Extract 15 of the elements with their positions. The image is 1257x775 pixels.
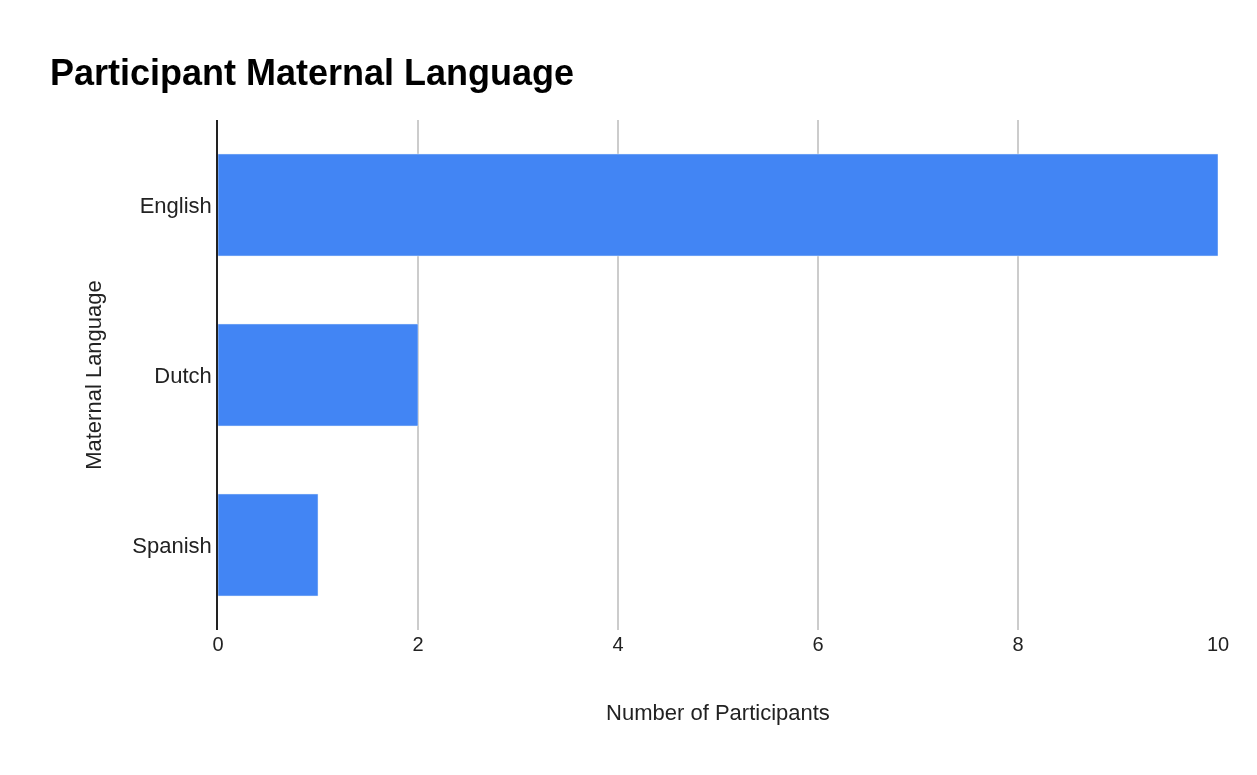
chart-title: Participant Maternal Language <box>50 51 575 93</box>
y-tick-label: English <box>139 192 212 218</box>
x-tick-label: 0 <box>212 633 224 655</box>
x-tick-label: 2 <box>412 633 424 655</box>
x-tick-label: 10 <box>1206 633 1230 655</box>
y-tick-label: Spanish <box>132 532 212 558</box>
bar <box>218 493 319 597</box>
x-tick-label: 8 <box>1012 633 1024 655</box>
y-axis-title: Maternal Language <box>80 280 106 470</box>
x-tick-label: 4 <box>612 633 624 655</box>
bar <box>218 323 419 427</box>
x-axis-title: Number of Participants <box>606 699 830 725</box>
x-tick-label: 6 <box>812 633 824 655</box>
bar <box>218 153 1218 257</box>
y-tick-label: Dutch <box>154 362 212 388</box>
